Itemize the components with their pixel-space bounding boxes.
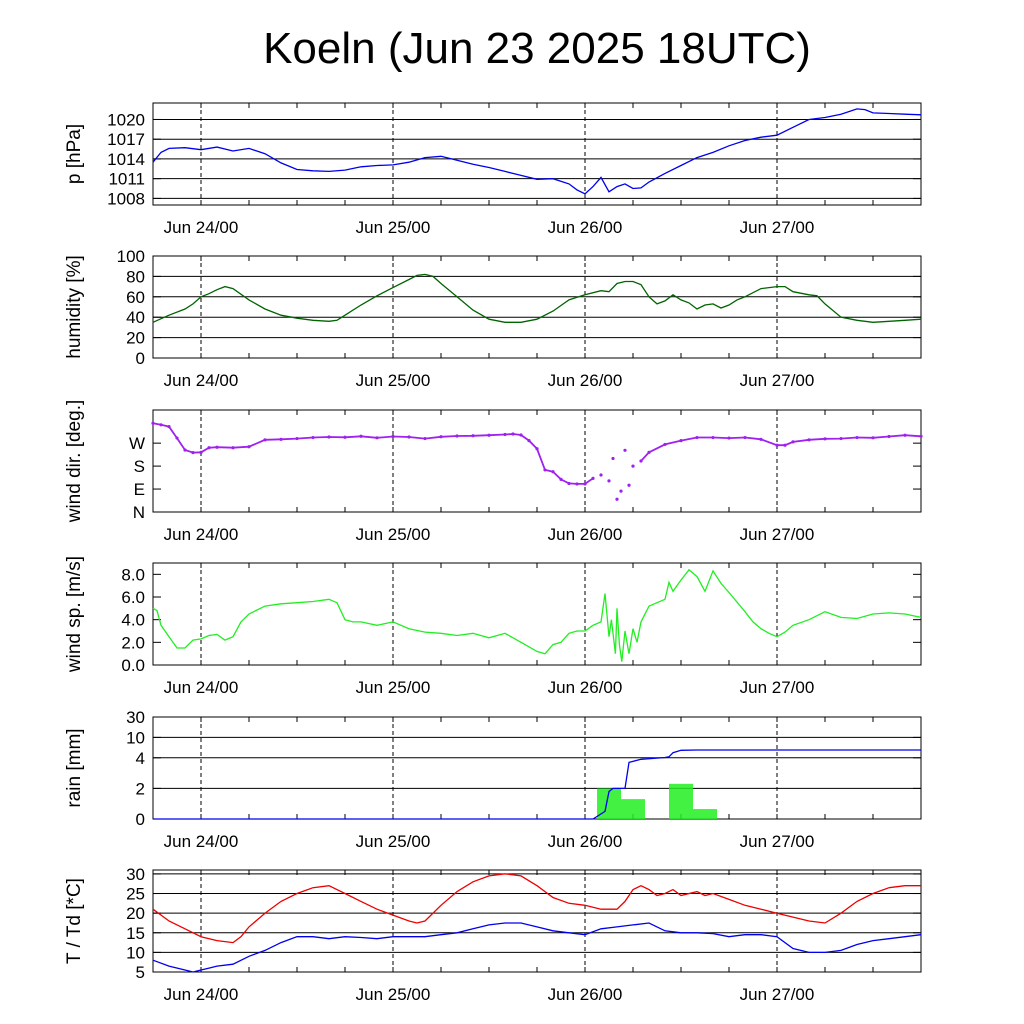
y-tick-label: 6.0 (121, 588, 145, 607)
x-tick-label: Jun 27/00 (740, 525, 815, 544)
y-tick-label: 80 (126, 267, 145, 286)
x-tick-label: Jun 25/00 (356, 832, 431, 851)
y-tick-label: S (134, 457, 145, 476)
x-tick-label: Jun 26/00 (548, 525, 623, 544)
series-line (152, 108, 922, 195)
rain-bar (621, 799, 645, 819)
y-tick-label: 15 (126, 924, 145, 943)
data-point (611, 456, 615, 461)
y-tick-label: 4 (136, 749, 145, 768)
y-axis-label: wind dir. [deg.] (64, 400, 85, 524)
x-tick-label: Jun 25/00 (356, 371, 431, 390)
rain-bar (693, 809, 717, 819)
y-tick-label: 2.0 (121, 633, 145, 652)
x-tick-label: Jun 25/00 (356, 525, 431, 544)
y-tick-label: W (129, 434, 145, 453)
y-axis-label: wind sp. [m/s] (64, 556, 85, 673)
x-tick-label: Jun 26/00 (548, 985, 623, 1004)
y-tick-label: 1008 (107, 189, 145, 208)
x-tick-label: Jun 27/00 (740, 218, 815, 237)
series-line (152, 273, 922, 323)
plot-frame-wind_speed (152, 562, 922, 666)
plot-frame-rain (152, 716, 922, 820)
x-tick-label: Jun 25/00 (356, 678, 431, 697)
y-tick-label: 1017 (107, 130, 145, 149)
x-tick-label: Jun 24/00 (164, 985, 239, 1004)
y-tick-label: 0.0 (121, 656, 145, 675)
y-tick-label: 10 (126, 728, 145, 747)
y-tick-label: 20 (126, 329, 145, 348)
y-axis-label: rain [mm] (64, 728, 85, 807)
x-tick-label: Jun 24/00 (164, 218, 239, 237)
data-point (599, 473, 603, 477)
y-tick-label: 25 (126, 885, 145, 904)
x-tick-label: Jun 26/00 (548, 832, 623, 851)
data-point (623, 448, 627, 452)
y-tick-label: 5 (136, 963, 145, 982)
y-tick-label: 30 (126, 708, 145, 727)
x-tick-label: Jun 24/00 (164, 525, 239, 544)
y-tick-label: 20 (126, 904, 145, 923)
series-line (152, 873, 921, 944)
y-tick-label: 60 (126, 288, 145, 307)
series-line (640, 434, 922, 462)
page-title: Koeln (Jun 23 2025 18UTC) (263, 24, 811, 73)
data-point (631, 464, 635, 468)
plot-frame-wind_direction (152, 409, 922, 513)
x-tick-label: Jun 27/00 (740, 678, 815, 697)
x-tick-label: Jun 27/00 (740, 832, 815, 851)
x-tick-label: Jun 24/00 (164, 678, 239, 697)
data-point (627, 483, 631, 487)
data-point (619, 489, 623, 493)
y-axis-label: p [hPa] (64, 124, 85, 184)
y-tick-label: 1020 (107, 110, 145, 129)
y-tick-label: E (134, 480, 145, 499)
x-tick-label: Jun 25/00 (356, 985, 431, 1004)
y-tick-label: 30 (126, 865, 145, 884)
plot-frame-humidity (152, 255, 922, 359)
y-tick-label: 1014 (107, 150, 145, 169)
y-tick-label: 2 (136, 779, 145, 798)
data-point (615, 497, 619, 501)
y-tick-label: 0 (136, 349, 145, 368)
y-tick-label: 10 (126, 943, 145, 962)
rain-bar (669, 783, 693, 819)
y-tick-label: 40 (126, 308, 145, 327)
y-tick-label: 4.0 (121, 611, 145, 630)
plot-frame-pressure (152, 102, 922, 206)
y-tick-label: 8.0 (121, 565, 145, 584)
x-tick-label: Jun 24/00 (164, 371, 239, 390)
y-tick-label: 100 (117, 247, 145, 266)
x-tick-label: Jun 27/00 (740, 371, 815, 390)
y-axis-label: humidity [%] (64, 255, 85, 358)
x-tick-label: Jun 26/00 (548, 678, 623, 697)
data-point (607, 479, 611, 483)
x-tick-label: Jun 26/00 (548, 218, 623, 237)
series-line (152, 422, 594, 485)
series-line (152, 922, 922, 973)
x-tick-label: Jun 27/00 (740, 985, 815, 1004)
y-tick-label: 0 (136, 810, 145, 829)
x-tick-label: Jun 26/00 (548, 371, 623, 390)
y-tick-label: 1011 (108, 170, 145, 189)
series-line (152, 568, 922, 662)
x-tick-label: Jun 24/00 (164, 832, 239, 851)
y-axis-label: T / Td [*C] (64, 878, 85, 964)
x-tick-label: Jun 25/00 (356, 218, 431, 237)
series-line (153, 749, 921, 820)
y-tick-label: N (133, 503, 145, 522)
